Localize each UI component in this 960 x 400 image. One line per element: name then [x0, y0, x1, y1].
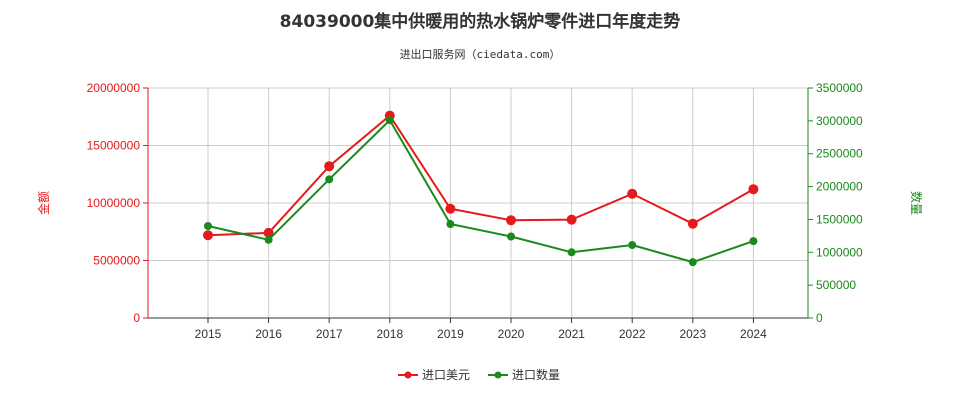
data-point [507, 232, 515, 241]
data-point [264, 235, 273, 244]
y-axis-left-title: 金额 [36, 191, 51, 215]
x-tick-label: 2021 [558, 327, 585, 341]
legend-swatch-marker [494, 371, 502, 379]
x-tick-label: 2023 [679, 327, 706, 341]
chart-title: 84039000集中供暖用的热水锅炉零件进口年度走势 [280, 11, 681, 32]
x-tick-label: 2022 [619, 327, 646, 341]
y-axis-right-title: 数量 [909, 191, 924, 215]
legend: 进口美元 进口数量 [398, 367, 560, 382]
y-right-tick-label: 3000000 [816, 114, 863, 128]
data-point [203, 230, 213, 241]
data-point [263, 227, 274, 238]
x-tick-label: 2018 [376, 327, 403, 341]
y-right-tick-label: 2000000 [816, 180, 863, 194]
series-line-2 [207, 118, 754, 264]
data-point [506, 215, 516, 226]
y-left-tick-label: 10000000 [87, 196, 141, 210]
tick-labels: 0 5000000 10000000 15000000 20000000 0 500000 1… [87, 81, 863, 341]
y-right-tick-label: 1500000 [816, 212, 863, 226]
series-line-1 [207, 114, 754, 237]
y-right-tick-label: 2500000 [816, 147, 863, 161]
data-point [749, 237, 758, 246]
y-right-tick-label: 500000 [816, 278, 856, 292]
series [203, 110, 759, 267]
x-tick-label: 2024 [740, 327, 767, 341]
x-tick-label: 2020 [498, 327, 525, 341]
legend-swatch-marker [404, 371, 412, 379]
x-tick-label: 2015 [195, 327, 222, 341]
legend-label: 进口数量 [512, 367, 560, 382]
y-right-tick-label: 0 [816, 311, 823, 325]
data-point [385, 116, 394, 125]
x-tick-label: 2019 [437, 327, 464, 341]
grid [148, 87, 808, 318]
data-point [567, 248, 576, 257]
chart-subtitle: 进出口服务网（ciedata.com） [400, 47, 561, 61]
data-point [628, 241, 637, 250]
data-point [204, 222, 212, 230]
data-point [627, 188, 638, 199]
legend-label: 进口美元 [422, 368, 470, 382]
axes [143, 87, 813, 323]
y-right-tick-label: 3500000 [816, 81, 863, 95]
data-point [688, 258, 697, 267]
data-point [446, 220, 455, 229]
y-left-tick-label: 5000000 [93, 254, 140, 268]
x-tick-label: 2016 [255, 327, 282, 341]
data-point [325, 175, 334, 184]
data-point [445, 203, 456, 214]
data-point [566, 214, 577, 225]
y-right-tick-label: 1000000 [816, 245, 863, 259]
data-point [687, 218, 698, 229]
y-left-tick-label: 15000000 [87, 139, 141, 153]
y-left-tick-label: 20000000 [87, 81, 141, 95]
data-point [748, 184, 759, 195]
x-tick-label: 2017 [316, 327, 343, 341]
data-point [324, 161, 335, 172]
y-left-tick-label: 0 [133, 311, 140, 325]
